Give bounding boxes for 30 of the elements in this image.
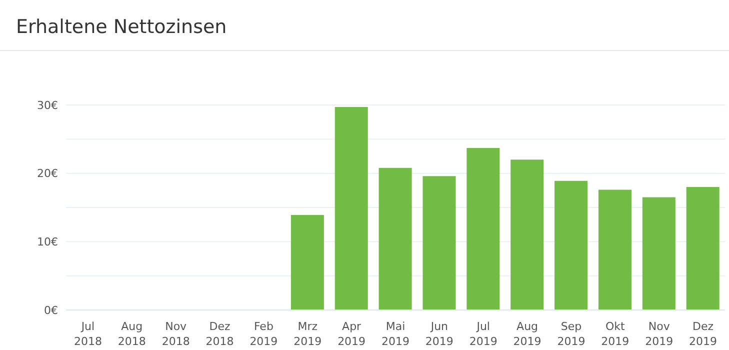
bar xyxy=(422,176,456,310)
x-tick-label: Apr 2019 xyxy=(338,320,366,348)
y-tick-label: 20€ xyxy=(37,167,58,180)
x-tick-label: Nov 2019 xyxy=(645,320,674,348)
bar xyxy=(334,107,368,310)
bar xyxy=(290,215,324,310)
x-tick-label: Nov 2018 xyxy=(162,320,190,348)
x-tick-label: Mrz 2019 xyxy=(294,320,322,348)
bar xyxy=(598,190,632,310)
x-tick-label: Aug 2018 xyxy=(118,320,146,348)
x-tick-label: Sep 2019 xyxy=(557,320,586,348)
bar xyxy=(510,160,544,310)
y-tick-label: 30€ xyxy=(37,98,58,112)
x-tick-label: Jul 2019 xyxy=(469,320,498,348)
bar xyxy=(466,148,500,310)
bar xyxy=(642,197,676,310)
x-tick-label: Feb 2019 xyxy=(250,320,278,348)
bar xyxy=(554,180,588,310)
y-tick-label: 0€ xyxy=(44,304,58,317)
x-tick-label: Jun 2019 xyxy=(425,320,454,348)
y-tick-label: 10€ xyxy=(37,236,58,249)
bar xyxy=(378,168,412,310)
x-tick-label: Dez 2019 xyxy=(689,320,718,348)
x-tick-label: Jul 2018 xyxy=(74,320,102,348)
bar xyxy=(686,187,720,310)
chart-title: Erhaltene Nettozinsen xyxy=(16,16,227,38)
x-tick-label: Okt 2019 xyxy=(601,320,630,348)
x-tick-label: Mai 2019 xyxy=(382,320,410,348)
x-tick-label: Dez 2018 xyxy=(206,320,234,348)
x-tick-label: Aug 2019 xyxy=(513,320,542,348)
